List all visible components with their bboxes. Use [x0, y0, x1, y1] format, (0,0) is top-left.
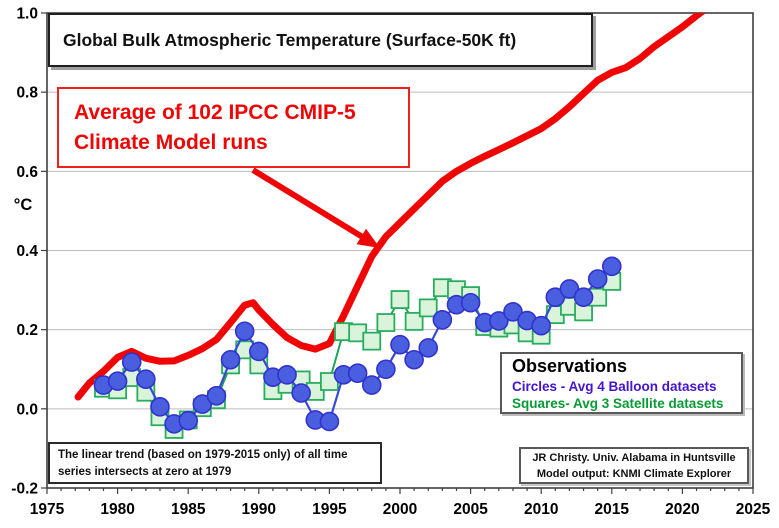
- svg-text:2005: 2005: [453, 501, 488, 518]
- chart-title: Global Bulk Atmospheric Temperature (Sur…: [63, 30, 517, 50]
- credit-line2: Model output: KNMI Climate Explorer: [536, 467, 732, 480]
- svg-text:0.8: 0.8: [16, 85, 38, 102]
- axis-ticks: [41, 12, 754, 494]
- svg-text:0.6: 0.6: [16, 164, 38, 181]
- credit-line1: JR Christy. Univ. Alabama in Huntsville: [532, 452, 736, 464]
- legend: Observations Circles - Avg 4 Balloon dat…: [500, 352, 743, 414]
- y-axis-unit-label: °C: [13, 196, 33, 214]
- svg-text:1.0: 1.0: [16, 6, 38, 23]
- svg-text:1995: 1995: [312, 501, 347, 518]
- svg-text:2020: 2020: [665, 501, 699, 518]
- svg-text:2015: 2015: [595, 501, 630, 518]
- credit-box: JR Christy. Univ. Alabama in Huntsville …: [519, 447, 749, 484]
- annotation-arrow: [251, 167, 380, 248]
- svg-text:0.0: 0.0: [16, 401, 38, 418]
- trend-note-line2: series intersects at zero at 1979: [58, 466, 232, 479]
- svg-text:2025: 2025: [736, 501, 771, 518]
- svg-text:2010: 2010: [524, 501, 558, 518]
- model-annotation-line1: Average of 102 IPCC CMIP-5: [74, 101, 356, 124]
- balloon-series: [93, 256, 622, 434]
- svg-text:1975: 1975: [30, 501, 65, 518]
- model-annotation-box: Average of 102 IPCC CMIP-5 Climate Model…: [57, 87, 410, 168]
- svg-text:1985: 1985: [171, 501, 206, 518]
- svg-text:-0.2: -0.2: [11, 481, 38, 498]
- trend-note-box: The linear trend (based on 1979-2015 onl…: [48, 442, 382, 484]
- legend-title: Observations: [512, 356, 628, 376]
- svg-text:0.2: 0.2: [16, 322, 38, 339]
- legend-satellite-entry: Squares- Avg 3 Satellite datasets: [512, 395, 724, 411]
- axis-tick-labels: 1975 1980 1985 1990 1995 2000 2005 2010 2015 2020…: [11, 6, 770, 519]
- model-average-series: [74, 13, 706, 401]
- svg-text:1990: 1990: [242, 501, 276, 518]
- legend-balloon-entry: Circles - Avg 4 Balloon datasets: [512, 378, 717, 394]
- svg-text:0.4: 0.4: [16, 243, 38, 260]
- svg-text:2000: 2000: [383, 501, 417, 518]
- model-annotation-line2: Climate Model runs: [74, 131, 268, 155]
- trend-note-line1: The linear trend (based on 1979-2015 onl…: [58, 449, 348, 461]
- chart-title-box: Global Bulk Atmospheric Temperature (Sur…: [48, 13, 593, 67]
- svg-text:1980: 1980: [100, 501, 134, 518]
